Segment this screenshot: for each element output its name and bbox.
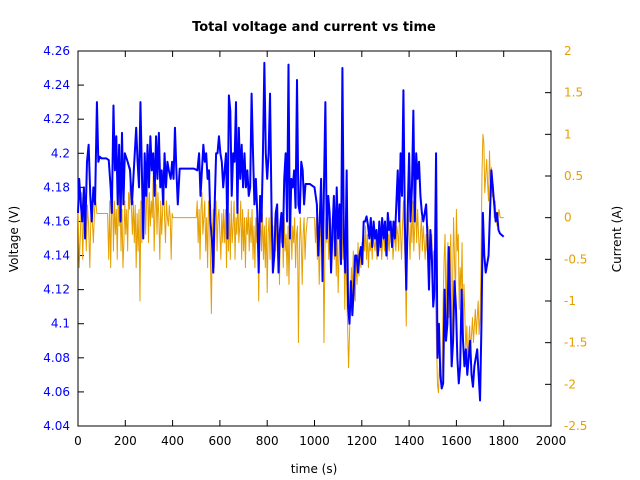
x-tick-label: 400 <box>161 434 184 448</box>
y-tick-label-left: 4.24 <box>43 78 70 92</box>
y-tick-label-right: 1.5 <box>564 86 583 100</box>
y-tick-label-right: 1 <box>564 127 572 141</box>
y-axis-right: -2.5 -2 -1.5 -1 -0.5 0 0.5 1 1.5 2 <box>545 44 587 433</box>
x-tick-label: 1800 <box>488 434 519 448</box>
chart-title: Total voltage and current vs time <box>192 20 436 35</box>
y-tick-label-right: -1 <box>564 294 576 308</box>
x-tick-label: 0 <box>74 434 82 448</box>
x-axis: 0 200 400 600 800 1000 1200 1400 1600 1800 2000 <box>74 51 566 448</box>
x-tick-label: 2000 <box>536 434 567 448</box>
y-tick-label-left: 4.04 <box>43 419 70 433</box>
y-tick-label-right: 0.5 <box>564 169 583 183</box>
y-tick-label-left: 4.14 <box>43 249 70 263</box>
y-tick-label-left: 4.16 <box>43 214 70 228</box>
y-tick-label-left: 4.08 <box>43 351 70 365</box>
x-tick-label: 1600 <box>441 434 472 448</box>
series-line-voltage <box>77 61 505 402</box>
series-layer <box>77 61 505 402</box>
y-tick-label-left: 4.12 <box>43 283 70 297</box>
x-tick-label: 1400 <box>394 434 425 448</box>
y-axis-label-right: Current (A) <box>610 206 624 272</box>
x-tick-label: 1200 <box>347 434 378 448</box>
y-tick-label-left: 4.26 <box>43 44 70 58</box>
y-tick-label-left: 4.2 <box>51 146 70 160</box>
y-tick-label-left: 4.22 <box>43 112 70 126</box>
y-tick-label-right: 2 <box>564 44 572 58</box>
y-axis-left: 4.04 4.06 4.08 4.1 4.12 4.14 4.16 4.18 4.2 4.22 4.… <box>43 44 84 433</box>
y-tick-label-right: -0.5 <box>564 252 587 266</box>
x-tick-label: 800 <box>256 434 279 448</box>
x-tick-label: 200 <box>114 434 137 448</box>
y-tick-label-right: -1.5 <box>564 336 587 350</box>
x-tick-label: 1000 <box>299 434 330 448</box>
series-line-current <box>77 133 504 394</box>
x-tick-label: 600 <box>208 434 231 448</box>
y-tick-label-left: 4.18 <box>43 180 70 194</box>
y-axis-label-left: Voltage (V) <box>7 206 21 272</box>
y-tick-label-left: 4.1 <box>51 317 70 331</box>
x-axis-label: time (s) <box>291 462 338 476</box>
y-tick-label-right: -2 <box>564 377 576 391</box>
y-tick-label-right: -2.5 <box>564 419 587 433</box>
y-tick-label-right: 0 <box>564 211 572 225</box>
y-tick-label-left: 4.06 <box>43 385 70 399</box>
